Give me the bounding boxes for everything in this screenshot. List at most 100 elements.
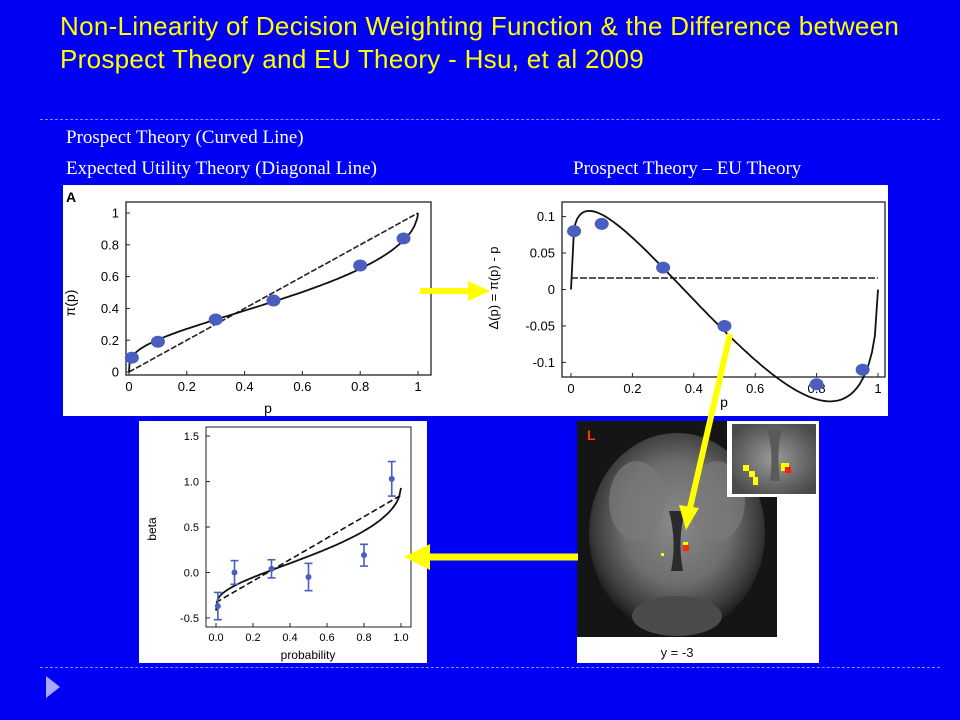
chart-a-panel-label: A <box>66 189 76 205</box>
brain-ventricle <box>669 511 685 571</box>
brain-left-hemisphere <box>609 461 665 541</box>
activation-spot-red <box>683 545 689 551</box>
subtitle-eu-theory: Expected Utility Theory (Diagonal Line) <box>66 158 377 179</box>
y-tick-label: -0.05 <box>525 319 555 334</box>
y-tick-label: 1 <box>112 206 119 221</box>
x-tick-label: 0.2 <box>623 381 641 396</box>
brain-scan-image: L y = -3 <box>577 421 819 660</box>
arrow-brain-to-beta <box>404 544 578 570</box>
chart-c-data-point <box>268 565 275 572</box>
y-tick-label: 0.8 <box>101 237 119 252</box>
x-tick-label: 0 <box>567 381 574 396</box>
y-tick-label: 0.1 <box>537 209 555 224</box>
x-tick-label: 0.4 <box>236 379 254 394</box>
chart-b-xlabel: p <box>720 394 728 410</box>
chart-c-xlabel: probability <box>281 648 336 662</box>
slide-title: Non-Linearity of Decision Weighting Func… <box>60 11 900 74</box>
top-figure-svg: A 0 0.2 0.4 0.6 0.8 1 0 0.2 0.4 0.6 0.8 1 p π(p) 0… <box>63 189 886 416</box>
chart-c-prospect-fit <box>215 487 402 611</box>
chart-a-data-point <box>396 232 411 245</box>
x-tick-label: 1 <box>874 381 881 396</box>
subtitle-prospect-theory: Prospect Theory (Curved Line) <box>66 127 304 148</box>
activation-spot-left <box>661 553 664 556</box>
y-tick-label: 0.0 <box>184 567 199 579</box>
chart-c-y-ticks: 1.5 1.0 0.5 0.0 -0.5 <box>180 431 210 625</box>
chart-b-data-point <box>855 363 870 376</box>
y-tick-label: -0.1 <box>533 355 555 370</box>
chart-a-eu-diagonal <box>128 212 419 373</box>
chart-a-data-point <box>150 335 165 348</box>
chart-c-data-point <box>388 475 395 482</box>
y-tick-label: 0.05 <box>530 246 555 261</box>
x-tick-label: 0.6 <box>293 379 311 394</box>
chart-b-y-ticks: 0.1 0.05 0 -0.05 -0.1 <box>525 209 566 370</box>
chart-b-data-point <box>567 225 582 238</box>
x-tick-label: 0.2 <box>245 632 260 644</box>
chart-a-data-point <box>124 351 139 364</box>
y-tick-label: 0.4 <box>101 301 119 316</box>
x-tick-label: 0.0 <box>208 632 223 644</box>
chart-b-data-point <box>717 319 732 332</box>
chart-b-ylabel: Δ(p) = π(p) - p <box>486 246 501 329</box>
title-divider <box>40 119 940 120</box>
chart-a-points <box>124 232 411 364</box>
y-tick-label: 0.6 <box>101 269 119 284</box>
y-tick-label: 0.5 <box>184 522 199 534</box>
inset-activation-left-1 <box>743 465 749 471</box>
chart-a-x-ticks: 0 0.2 0.4 0.6 0.8 1 <box>125 371 422 394</box>
inset-activation-left-3 <box>753 477 758 485</box>
brain-figure-panel: L y = -3 <box>577 421 819 663</box>
chart-a: A 0 0.2 0.4 0.6 0.8 1 0 0.2 0.4 0.6 0.8 1 p π(p) <box>63 189 432 416</box>
chart-c-points <box>213 460 396 621</box>
chart-c-data-point <box>231 569 238 576</box>
x-tick-label: 0.4 <box>282 632 297 644</box>
x-tick-label: 0.8 <box>356 632 371 644</box>
arrow-b-to-brain <box>679 333 733 530</box>
chart-c-data-point <box>214 603 221 610</box>
x-tick-label: 0 <box>125 379 132 394</box>
brain-lower-region <box>632 596 722 636</box>
footer-divider <box>40 667 940 668</box>
chart-b: 0.10.050-0.05-0.1 00.20.40.60.81 p Δ(p) … <box>486 201 886 410</box>
x-tick-label: 0.4 <box>685 381 703 396</box>
y-tick-label: 1.5 <box>184 431 199 443</box>
x-tick-label: 0.2 <box>178 379 196 394</box>
chart-a-data-point <box>208 313 223 326</box>
brain-inset-ventricle <box>767 429 782 481</box>
brain-orientation-label: L <box>587 427 596 443</box>
chart-a-y-ticks: 0 0.2 0.4 0.6 0.8 1 <box>101 206 130 380</box>
x-tick-label: 1.0 <box>393 632 408 644</box>
chart-c-data-point <box>361 552 367 559</box>
x-tick-label: 0.6 <box>319 632 334 644</box>
chart-b-points <box>567 217 870 391</box>
chart-b-data-point <box>594 217 609 230</box>
arrow-a-to-b <box>420 281 490 301</box>
chart-a-data-point <box>353 259 368 272</box>
chart-a-data-point <box>266 294 281 307</box>
beta-figure-svg: 1.5 1.0 0.5 0.0 -0.5 0.0 0.2 0.4 0.6 0.8 1.0 prob… <box>145 426 412 662</box>
subtitle-difference: Prospect Theory – EU Theory <box>573 158 802 179</box>
brain-slice-label: y = -3 <box>661 645 694 660</box>
chart-a-ylabel: π(p) <box>63 290 78 317</box>
chart-c-data-point <box>305 574 312 580</box>
chart-c-x-ticks: 0.0 0.2 0.4 0.6 0.8 1.0 <box>208 623 409 644</box>
activation-spot-yellow <box>683 542 688 545</box>
chart-b-data-point <box>809 378 824 391</box>
x-tick-label: 1 <box>414 379 421 394</box>
y-tick-label: 0.2 <box>101 333 119 348</box>
chart-c-ylabel: beta <box>145 517 159 541</box>
inset-activation-right-red <box>785 467 791 473</box>
y-tick-label: 0 <box>112 365 119 380</box>
beta-figure-panel: 1.5 1.0 0.5 0.0 -0.5 0.0 0.2 0.4 0.6 0.8 1.0 prob… <box>139 421 427 663</box>
chart-a-xlabel: p <box>264 400 272 416</box>
y-tick-label: -0.5 <box>180 613 199 625</box>
chart-b-data-point <box>656 261 671 274</box>
inset-activation-left-2 <box>749 471 755 477</box>
y-tick-label: 1.0 <box>184 476 199 488</box>
slide-bullet-icon <box>46 676 60 698</box>
top-figure-panel: A 0 0.2 0.4 0.6 0.8 1 0 0.2 0.4 0.6 0.8 1 p π(p) 0… <box>63 185 888 416</box>
x-tick-label: 0.8 <box>351 379 369 394</box>
y-tick-label: 0 <box>548 282 555 297</box>
x-tick-label: 0.6 <box>746 381 764 396</box>
